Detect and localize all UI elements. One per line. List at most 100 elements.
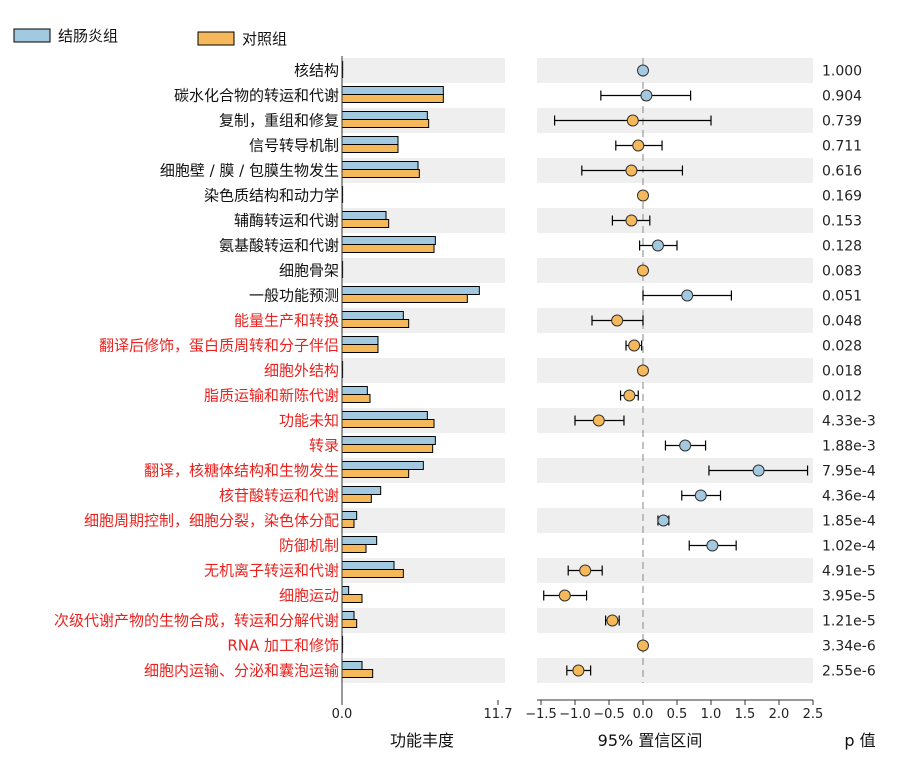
row-band-abundance [342, 258, 505, 283]
row-bands [342, 58, 813, 683]
bar-control [341, 94, 444, 103]
category-label: 氨基酸转运和代谢 [219, 237, 339, 255]
p-value: 0.028 [822, 339, 862, 355]
category-label: 细胞外结构 [264, 362, 339, 380]
ci-point [640, 89, 653, 102]
bar-control [341, 119, 430, 128]
p-value-column: 1.000 0.904 0.739 0.711 0.616 0.169 0.153 0.128… [822, 64, 876, 680]
category-label: 脂质运输和新陈代谢 [204, 387, 339, 405]
bar-colitis [341, 236, 436, 245]
ci-point [632, 139, 645, 152]
category-label: 能量生产和转换 [234, 312, 339, 330]
category-label: 无机离子转运和代谢 [204, 562, 339, 580]
bar-control [341, 594, 363, 603]
p-value: 1.88e-3 [822, 439, 876, 455]
ci-point [572, 664, 585, 677]
category-label: 核苷酸转运和代谢 [219, 487, 339, 505]
bar-colitis [341, 411, 428, 420]
legend-swatch-control [197, 31, 235, 46]
row-band-abundance [342, 608, 505, 633]
ci-point [625, 164, 638, 177]
ci-point [592, 414, 605, 427]
row-band-ci [537, 58, 813, 83]
ci-point [637, 64, 649, 77]
ci-point [637, 189, 649, 202]
abundance-tick-label: 0.0 [332, 707, 353, 722]
bar-colitis [341, 311, 404, 320]
ci-tick-label: −1.0 [559, 707, 591, 722]
ci-point [637, 639, 649, 652]
category-label: 一般功能预测 [249, 287, 339, 305]
p-value: 0.904 [822, 89, 862, 105]
ci-point [637, 364, 649, 377]
row-band-ci [537, 208, 813, 233]
legend: 结肠炎组 对照组 [13, 27, 287, 48]
p-value: 0.711 [822, 139, 862, 155]
bar-control [341, 569, 404, 578]
bar-control [341, 169, 420, 178]
ci-point [628, 339, 641, 352]
category-label: 核结构 [294, 62, 339, 80]
p-value: 0.012 [822, 389, 862, 405]
bar-colitis [341, 536, 378, 545]
category-label: 次级代谢产物的生物合成，转运和分解代谢 [54, 612, 339, 630]
ci-tick-label: 2.5 [803, 707, 824, 722]
category-label: 信号转导机制 [249, 137, 339, 155]
category-label: 复制，重组和修复 [219, 112, 339, 130]
row-band-abundance [342, 58, 505, 83]
ci-point [623, 389, 636, 402]
ci-tick-label: 2.0 [769, 707, 790, 722]
p-value: 0.128 [822, 239, 862, 255]
bar-colitis [341, 136, 399, 145]
row-band-abundance [342, 508, 505, 533]
bar-control [341, 444, 434, 453]
category-label: 细胞壁 / 膜 / 包膜生物发生 [160, 162, 339, 180]
ci-point [657, 514, 670, 527]
bar-colitis [341, 561, 395, 570]
abundance-tick-label: 11.7 [484, 707, 513, 722]
bar-colitis [341, 161, 419, 170]
ci-point [606, 614, 619, 627]
bar-colitis [341, 336, 379, 345]
p-value: 4.33e-3 [822, 414, 876, 430]
bar-colitis [341, 511, 358, 520]
p-value: 0.018 [822, 364, 862, 380]
ci-tick-label: 0.0 [633, 707, 654, 722]
abundance-bars [341, 61, 480, 678]
row-band-ci [537, 508, 813, 533]
bar-control [341, 419, 435, 428]
p-value: 0.048 [822, 314, 862, 330]
ci-point [558, 589, 571, 602]
ci-tick-label: 1.5 [735, 707, 756, 722]
axes: 功能丰度 95% 置信区间 p 值 0.0 11.7 −1.5 −1.0 −0.5 0.0… [332, 56, 876, 750]
bar-control [341, 244, 435, 253]
category-label: 辅酶转运和代谢 [234, 212, 339, 230]
left-axis-title: 功能丰度 [390, 731, 454, 750]
bar-control [341, 494, 372, 503]
legend-label-control: 对照组 [242, 30, 287, 48]
bar-colitis [341, 486, 382, 495]
category-label: 染色质结构和动力学 [204, 187, 339, 205]
row-band-ci [537, 358, 813, 383]
bar-colitis [341, 386, 368, 395]
bar-control [341, 219, 390, 228]
mid-axis-title: 95% 置信区间 [598, 731, 703, 750]
p-value: 0.083 [822, 264, 862, 280]
p-value: 1.85e-4 [822, 514, 876, 530]
ci-point [694, 489, 707, 502]
bar-control [341, 669, 374, 678]
category-label: 细胞骨架 [279, 262, 339, 280]
category-label: 转录 [309, 437, 339, 455]
ci-point [625, 214, 638, 227]
bar-colitis [341, 286, 480, 295]
bar-colitis [341, 211, 387, 220]
bar-colitis [341, 461, 424, 470]
p-value: 0.051 [822, 289, 862, 305]
p-value: 0.169 [822, 189, 862, 205]
category-label: 功能未知 [279, 412, 339, 430]
category-label: 翻译后修饰，蛋白质周转和分子伴侣 [99, 337, 339, 355]
ci-tick-label: −1.5 [525, 707, 557, 722]
p-value: 0.739 [822, 114, 862, 130]
p-value: 1.21e-5 [822, 614, 876, 630]
bar-control [341, 294, 468, 303]
